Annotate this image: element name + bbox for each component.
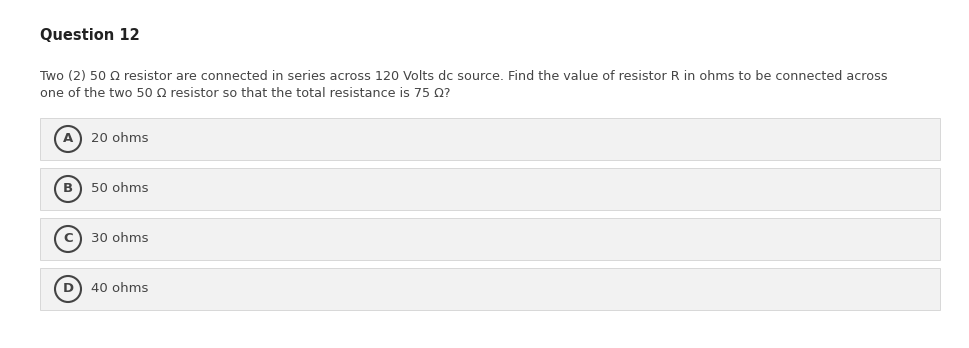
Text: Question 12: Question 12 (40, 28, 140, 43)
Text: 50 ohms: 50 ohms (91, 182, 148, 196)
Text: A: A (63, 133, 73, 145)
Text: 40 ohms: 40 ohms (91, 283, 148, 295)
FancyBboxPatch shape (40, 168, 939, 210)
Text: C: C (63, 232, 73, 245)
FancyBboxPatch shape (40, 268, 939, 310)
Text: one of the two 50 Ω resistor so that the total resistance is 75 Ω?: one of the two 50 Ω resistor so that the… (40, 87, 450, 100)
Text: B: B (63, 182, 73, 196)
Text: Two (2) 50 Ω resistor are connected in series across 120 Volts dc source. Find t: Two (2) 50 Ω resistor are connected in s… (40, 70, 887, 83)
Text: D: D (62, 283, 74, 295)
Text: 20 ohms: 20 ohms (91, 133, 148, 145)
FancyBboxPatch shape (40, 218, 939, 260)
Text: 30 ohms: 30 ohms (91, 232, 148, 245)
FancyBboxPatch shape (40, 118, 939, 160)
